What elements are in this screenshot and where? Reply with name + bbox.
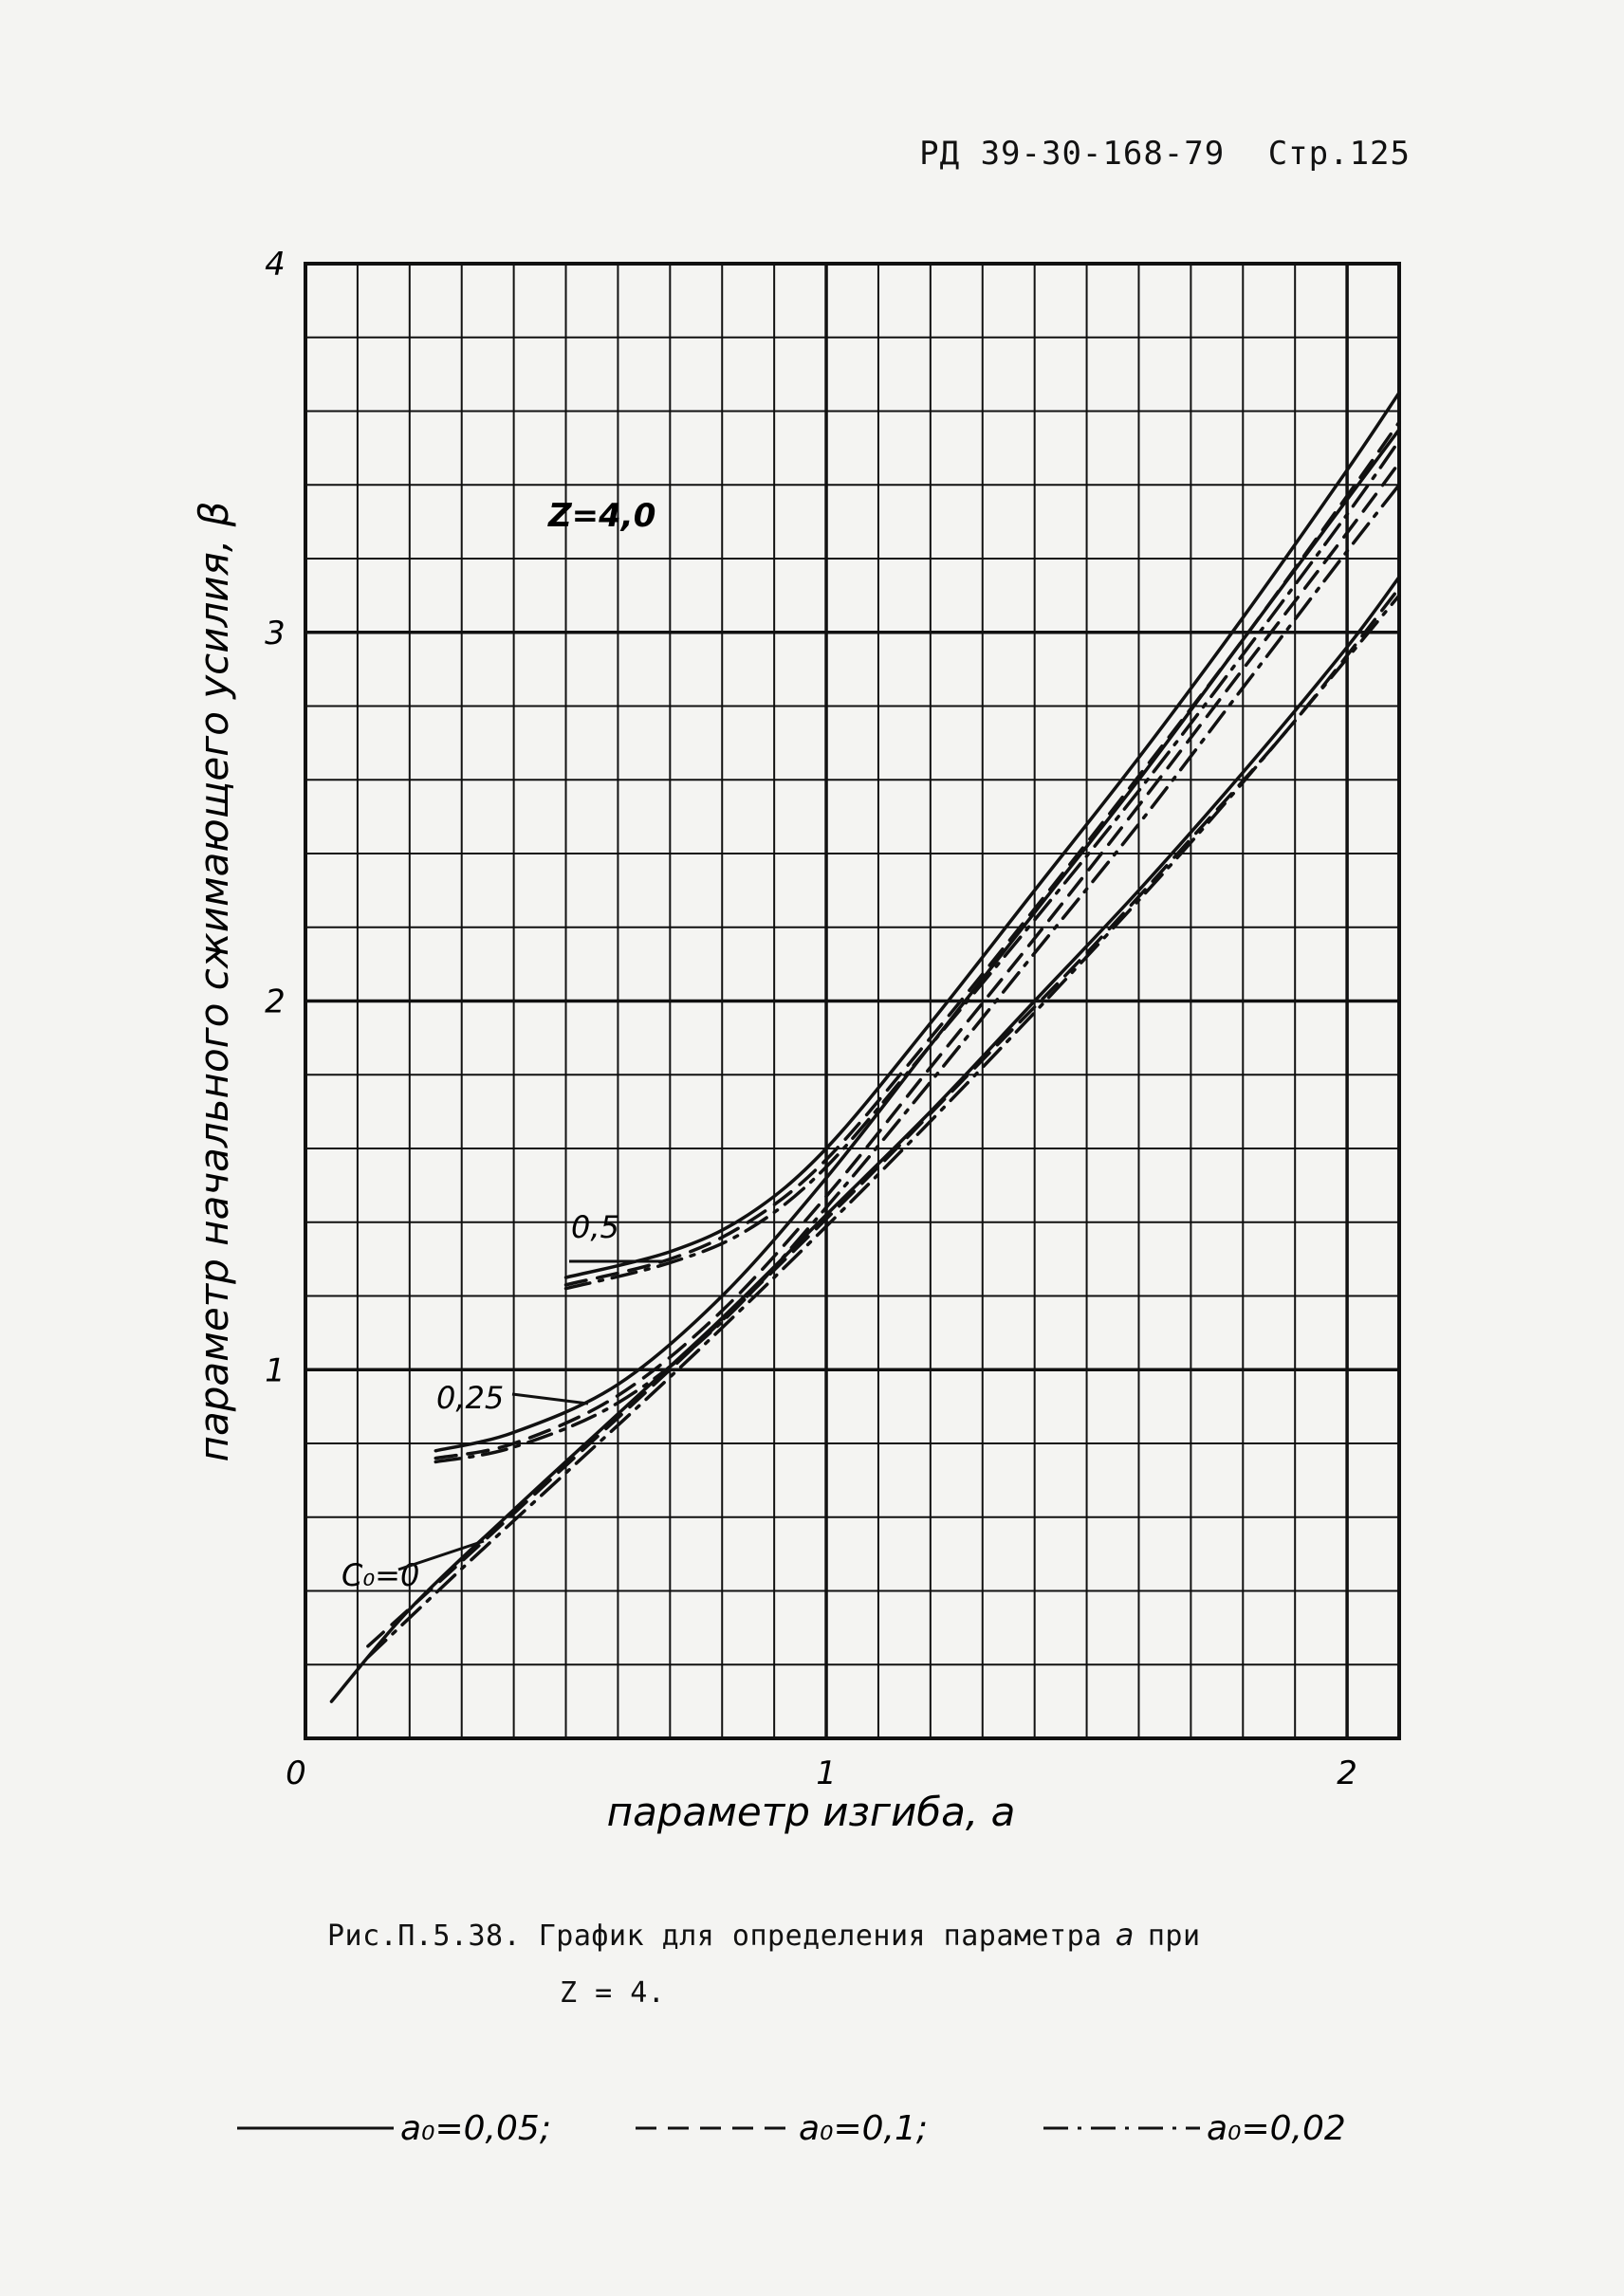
doc-code: РД 39-30-168-79 bbox=[919, 135, 1226, 173]
curve-label-leader bbox=[397, 1539, 485, 1571]
curve-solid bbox=[434, 428, 1401, 1453]
caption-text: Рис.П.5.38. График для определения парам… bbox=[327, 1919, 1102, 1953]
legend-label: a₀=0,1; bbox=[799, 2109, 928, 2148]
curve-dash-dot bbox=[434, 483, 1401, 1464]
z-annotation: Z=4,0 bbox=[547, 497, 655, 535]
x-tick-label: 1 bbox=[816, 1754, 837, 1792]
curve-dashed bbox=[563, 420, 1401, 1287]
curve-label: C₀=0 bbox=[341, 1557, 419, 1593]
caption-condition: при bbox=[1147, 1919, 1201, 1953]
page-number: Стр.125 bbox=[1267, 135, 1411, 173]
legend-label: a₀=0,02 bbox=[1207, 2109, 1346, 2148]
curve-label: 0,25 bbox=[436, 1380, 504, 1416]
curve-label-leader bbox=[511, 1392, 589, 1405]
curve-dashed bbox=[366, 586, 1401, 1648]
curve-label: 0,5 bbox=[571, 1209, 619, 1245]
curve-labels: 0,5 0,25 C₀=0 bbox=[341, 1209, 664, 1593]
curve-dash-dot bbox=[366, 594, 1401, 1660]
legend-item: a₀=0,05; bbox=[237, 2109, 551, 2148]
figure-caption: Рис.П.5.38. График для определения парам… bbox=[327, 1906, 1201, 2022]
curve-dash-dot bbox=[563, 438, 1401, 1291]
chart-curves bbox=[329, 391, 1401, 1703]
y-tick-label: 4 bbox=[265, 246, 286, 284]
chart-ticks: 0 1 2 1 2 3 4 bbox=[265, 246, 1357, 1792]
legend-item: a₀=0,02 bbox=[1043, 2109, 1346, 2148]
curve-dashed bbox=[434, 461, 1401, 1460]
chart-grid bbox=[304, 262, 1401, 1740]
page-header: РД 39-30-168-79 Стр.125 bbox=[896, 135, 1411, 173]
curve-solid bbox=[329, 575, 1401, 1703]
curve-solid bbox=[563, 391, 1401, 1279]
legend: a₀=0,05; a₀=0,1; a₀=0,02 bbox=[237, 2109, 1346, 2148]
legend-item: a₀=0,1; bbox=[636, 2109, 928, 2148]
caption-variable: a bbox=[1115, 1917, 1135, 1953]
y-tick-label: 1 bbox=[265, 1351, 286, 1389]
caption-line2: Z = 4. bbox=[560, 1976, 666, 2010]
legend-label: a₀=0,05; bbox=[400, 2109, 551, 2148]
y-tick-label: 3 bbox=[265, 615, 286, 652]
y-tick-label: 2 bbox=[265, 983, 286, 1021]
x-axis-label: параметр изгиба, a bbox=[607, 1789, 1016, 1835]
x-tick-label: 2 bbox=[1337, 1754, 1357, 1792]
x-tick-label: 0 bbox=[286, 1754, 306, 1792]
y-axis-label: параметр начального сжимающего усилия, β bbox=[191, 502, 237, 1462]
